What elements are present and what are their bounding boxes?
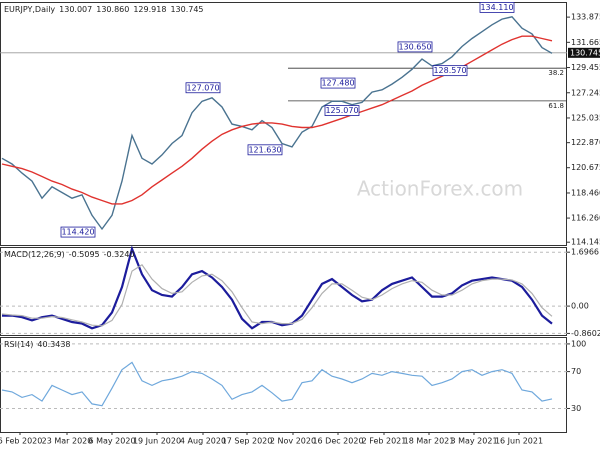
annotation-label: 125.070	[325, 106, 358, 115]
last-price-box	[568, 47, 600, 58]
panel-frame	[0, 247, 567, 336]
x-tick-label: 18 Mar 2021	[404, 437, 455, 446]
header-text: RSI(14)	[4, 340, 33, 349]
series-line	[1, 263, 553, 327]
annotation-box	[324, 105, 360, 116]
annotation-label: 114.420	[61, 228, 94, 237]
fib-label: 38.2	[548, 69, 564, 77]
x-tick-label: 16 Jun 2021	[495, 437, 543, 446]
y-tick-label: 122.870	[571, 138, 600, 147]
header-text: 130.007	[59, 5, 92, 14]
x-tick-label: 3 May 2021	[450, 437, 497, 446]
y-tick-label: 0.00	[571, 302, 589, 311]
header-text: 129.918	[133, 5, 166, 14]
y-tick-label: 131.665	[571, 38, 600, 47]
panel-header: EURJPY,Daily 130.007 130.860 129.918 130.745	[4, 5, 204, 14]
annotation-label: 127.480	[321, 79, 354, 88]
watermark: ActionForex.com	[357, 177, 523, 201]
panel-header: MACD(12,26,9) -0.5095 -0.3240	[4, 250, 135, 259]
x-tick-label: 2 Feb 2021	[362, 437, 407, 446]
annotation-box	[247, 144, 283, 156]
y-tick-label: 116.260	[571, 214, 600, 223]
x-tick-label: 6 May 2020	[88, 437, 135, 446]
x-tick-label: 16 Dec 2020	[312, 437, 363, 446]
y-tick-label: 133.875	[571, 13, 600, 22]
panel-frame	[0, 337, 567, 433]
series-line	[1, 361, 553, 407]
annotation-box	[479, 2, 515, 13]
y-tick-label: 30	[571, 404, 581, 413]
annotation-label: 130.650	[398, 42, 431, 51]
annotation-box	[320, 77, 356, 89]
header-text: 130.745	[170, 5, 203, 14]
x-tick-label: 6 Feb 2020	[0, 437, 42, 446]
fib-label: 61.8	[548, 102, 564, 110]
annotation-label: 134.110	[480, 3, 513, 12]
header-text: -0.3240	[104, 250, 135, 259]
y-tick-label: 100	[571, 339, 586, 348]
annotation-box	[60, 226, 96, 238]
panel-header: RSI(14) 40.3438	[4, 340, 71, 349]
y-tick-label: 70	[571, 367, 581, 376]
header-text: -0.5095	[69, 250, 100, 259]
annotation-label: 127.070	[186, 83, 219, 92]
y-tick-label: -0.8602	[571, 329, 600, 338]
x-tick-label: 23 Mar 2020	[42, 437, 93, 446]
y-tick-label: 125.035	[571, 113, 600, 122]
x-tick-label: 2 Nov 2020	[270, 437, 316, 446]
y-tick-label: 118.460	[571, 188, 600, 197]
x-tick-label: 4 Aug 2020	[180, 437, 226, 446]
y-tick-label: 129.455	[571, 63, 600, 72]
series-line	[2, 245, 553, 330]
panel-frame	[0, 2, 567, 246]
header-text: 40.3438	[37, 340, 70, 349]
annotation-box	[397, 41, 433, 53]
y-tick-label: 1.6966	[571, 248, 599, 257]
header-text: MACD(12,26,9)	[4, 250, 65, 259]
annotation-label: 121.630	[248, 145, 281, 154]
x-tick-label: 19 Jun 2020	[133, 437, 181, 446]
header-text: 130.860	[96, 5, 129, 14]
y-tick-label: 127.245	[571, 88, 600, 97]
annotation-box	[185, 82, 221, 94]
y-tick-label: 114.145	[571, 238, 600, 247]
x-tick-label: 17 Sep 2020	[222, 437, 273, 446]
last-price-label: 130.745	[570, 48, 600, 57]
header-text: EURJPY,Daily	[4, 5, 55, 14]
annotation-box	[432, 65, 468, 77]
y-tick-label: 120.675	[571, 163, 600, 172]
series-line	[1, 16, 553, 231]
annotation-label: 128.570	[433, 66, 466, 75]
